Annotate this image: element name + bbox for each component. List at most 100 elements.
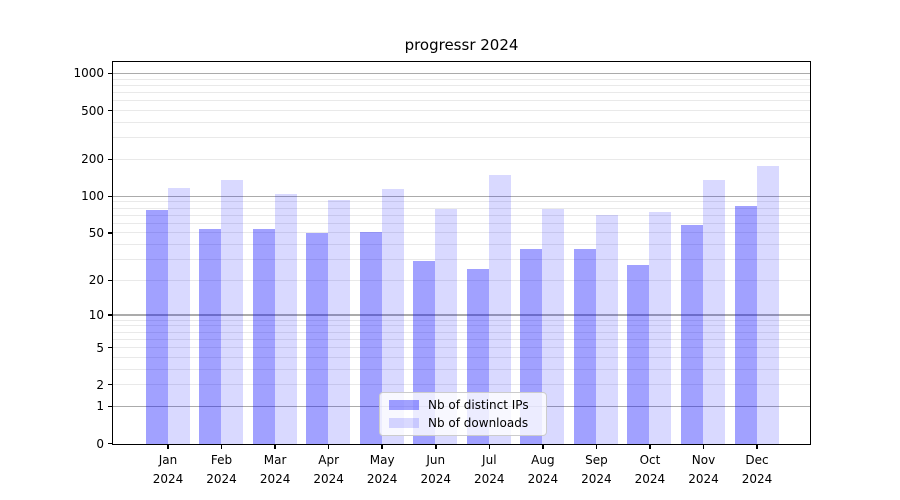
bar-distinct-ips-apr: [306, 232, 329, 444]
y-tick-mark: [108, 383, 113, 386]
x-tick-label-may: May 2024: [366, 453, 398, 486]
bar-distinct-ips-sep: [573, 248, 596, 444]
minor-gridline: [113, 110, 810, 112]
minor-gridline: [113, 279, 810, 281]
minor-gridline: [113, 331, 810, 333]
x-tick-label-jan: Jan 2024: [152, 453, 184, 486]
x-tick-label-apr: Apr 2024: [313, 453, 344, 486]
legend-label-distinct-ips: Nb of distinct IPs: [428, 397, 529, 412]
bar-downloads-may: [381, 189, 404, 444]
minor-gridline: [113, 338, 810, 340]
y-tick-mark: [108, 442, 113, 445]
bars-layer: [113, 62, 810, 444]
minor-gridline: [113, 259, 810, 261]
x-tick-mark: [381, 444, 383, 449]
minor-gridline: [113, 222, 810, 224]
y-tick-label: 500: [81, 103, 104, 118]
legend-swatch-distinct-ips: [389, 400, 419, 410]
y-tick-mark: [108, 232, 113, 234]
y-tick-label: 50: [88, 225, 104, 240]
bar-downloads-jun: [435, 209, 458, 444]
minor-gridline: [113, 137, 810, 139]
x-tick-label-dec: Dec 2024: [741, 453, 773, 486]
chart-title: progressr 2024: [404, 36, 519, 54]
y-tick-label: 1: [96, 399, 104, 414]
x-tick-label-feb: Feb 2024: [206, 453, 237, 486]
minor-gridline: [113, 84, 810, 86]
y-tick-mark: [108, 314, 113, 316]
x-tick-mark: [220, 444, 223, 449]
x-tick-mark: [274, 444, 276, 449]
plot-area: Nb of distinct IPs Nb of downloads: [113, 62, 810, 444]
minor-gridline: [113, 356, 810, 358]
legend: Nb of distinct IPs Nb of downloads: [379, 392, 547, 436]
minor-gridline: [113, 244, 810, 246]
major-gridline: [113, 72, 810, 75]
minor-gridline: [113, 207, 810, 209]
x-tick-label-jul: Jul 2024: [474, 453, 505, 486]
bar-distinct-ips-oct: [627, 265, 650, 444]
y-tick-label: 1000: [73, 66, 104, 81]
bar-downloads-nov: [703, 180, 725, 444]
y-tick-mark: [108, 158, 113, 161]
y-tick-label: 10: [88, 308, 104, 323]
minor-gridline: [113, 232, 810, 234]
x-tick-mark: [542, 444, 544, 449]
minor-gridline: [113, 368, 810, 370]
y-tick-label: 0: [96, 436, 104, 451]
minor-gridline: [113, 201, 810, 203]
y-tick-mark: [108, 195, 113, 198]
bar-downloads-mar: [274, 194, 297, 444]
minor-gridline: [113, 347, 810, 349]
y-tick-label: 5: [96, 340, 104, 355]
x-tick-mark: [702, 444, 705, 449]
x-tick-mark: [595, 444, 598, 449]
x-tick-mark: [435, 444, 437, 449]
y-tick-mark: [108, 72, 113, 75]
gridlines-layer: [113, 62, 810, 444]
legend-item-downloads: Nb of downloads: [389, 415, 537, 430]
x-tick-mark: [649, 444, 651, 449]
minor-gridline: [113, 214, 810, 216]
bar-downloads-oct: [649, 211, 672, 444]
bar-distinct-ips-dec: [734, 206, 757, 444]
x-tick-label-sep: Sep 2024: [581, 453, 612, 486]
x-tick-label-aug: Aug 2024: [527, 453, 559, 486]
bar-downloads-jul: [488, 175, 511, 444]
x-tick-mark: [327, 444, 330, 449]
major-gridline: [113, 314, 810, 316]
bar-downloads-jan: [167, 187, 190, 444]
minor-gridline: [113, 319, 810, 321]
bar-downloads-sep: [595, 215, 618, 444]
bar-distinct-ips-mar: [252, 228, 275, 444]
x-tick-mark: [756, 444, 758, 449]
bar-downloads-aug: [542, 209, 565, 444]
y-tick-label: 20: [88, 273, 104, 288]
y-tick-label: 200: [81, 152, 104, 167]
x-tick-label-oct: Oct 2024: [634, 453, 666, 486]
minor-gridline: [113, 121, 810, 123]
minor-gridline: [113, 92, 810, 94]
bar-distinct-ips-jan: [145, 210, 168, 444]
bar-downloads-dec: [756, 166, 779, 444]
bar-distinct-ips-feb: [199, 228, 222, 444]
legend-label-downloads: Nb of downloads: [428, 415, 529, 430]
minor-gridline: [113, 384, 810, 386]
legend-item-distinct-ips: Nb of distinct IPs: [389, 397, 537, 412]
bar-distinct-ips-nov: [681, 225, 703, 444]
minor-gridline: [113, 100, 810, 102]
y-tick-label: 100: [81, 189, 104, 204]
y-tick-label: 2: [96, 377, 104, 392]
x-tick-label-nov: Nov 2024: [688, 453, 719, 486]
y-tick-mark: [108, 279, 113, 282]
x-tick-label-mar: Mar 2024: [259, 453, 291, 486]
minor-gridline: [113, 78, 810, 80]
bar-distinct-ips-may: [359, 231, 382, 444]
minor-gridline: [113, 325, 810, 327]
minor-gridline: [113, 158, 810, 160]
bar-downloads-apr: [328, 199, 351, 444]
y-tick-mark: [108, 405, 113, 408]
x-tick-label-jun: Jun 2024: [420, 453, 452, 486]
y-tick-mark: [108, 346, 113, 349]
